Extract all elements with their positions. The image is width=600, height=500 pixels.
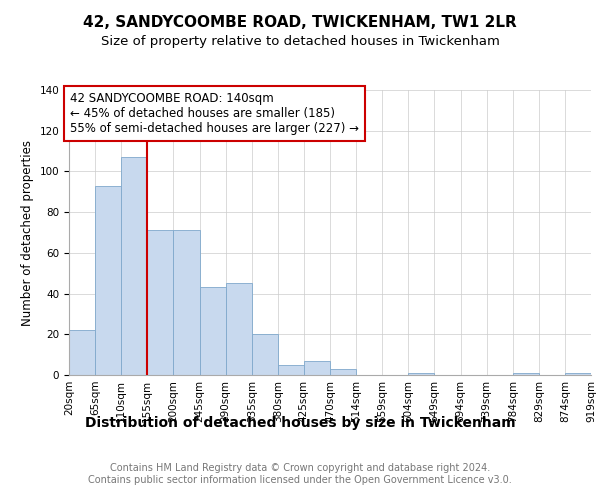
Text: 42 SANDYCOOMBE ROAD: 140sqm
← 45% of detached houses are smaller (185)
55% of se: 42 SANDYCOOMBE ROAD: 140sqm ← 45% of det… xyxy=(70,92,359,135)
Bar xyxy=(226,284,252,375)
Bar xyxy=(278,365,304,375)
Bar xyxy=(330,369,356,375)
Bar xyxy=(513,373,539,375)
Bar xyxy=(173,230,199,375)
Bar xyxy=(148,230,173,375)
Bar xyxy=(199,288,226,375)
Text: Contains HM Land Registry data © Crown copyright and database right 2024.
Contai: Contains HM Land Registry data © Crown c… xyxy=(88,464,512,485)
Bar xyxy=(252,334,278,375)
Text: Distribution of detached houses by size in Twickenham: Distribution of detached houses by size … xyxy=(85,416,515,430)
Bar xyxy=(409,373,434,375)
Y-axis label: Number of detached properties: Number of detached properties xyxy=(21,140,34,326)
Bar xyxy=(304,361,330,375)
Text: 42, SANDYCOOMBE ROAD, TWICKENHAM, TW1 2LR: 42, SANDYCOOMBE ROAD, TWICKENHAM, TW1 2L… xyxy=(83,15,517,30)
Text: Size of property relative to detached houses in Twickenham: Size of property relative to detached ho… xyxy=(101,35,499,48)
Bar xyxy=(69,330,95,375)
Bar xyxy=(121,157,148,375)
Bar xyxy=(95,186,121,375)
Bar xyxy=(565,373,591,375)
